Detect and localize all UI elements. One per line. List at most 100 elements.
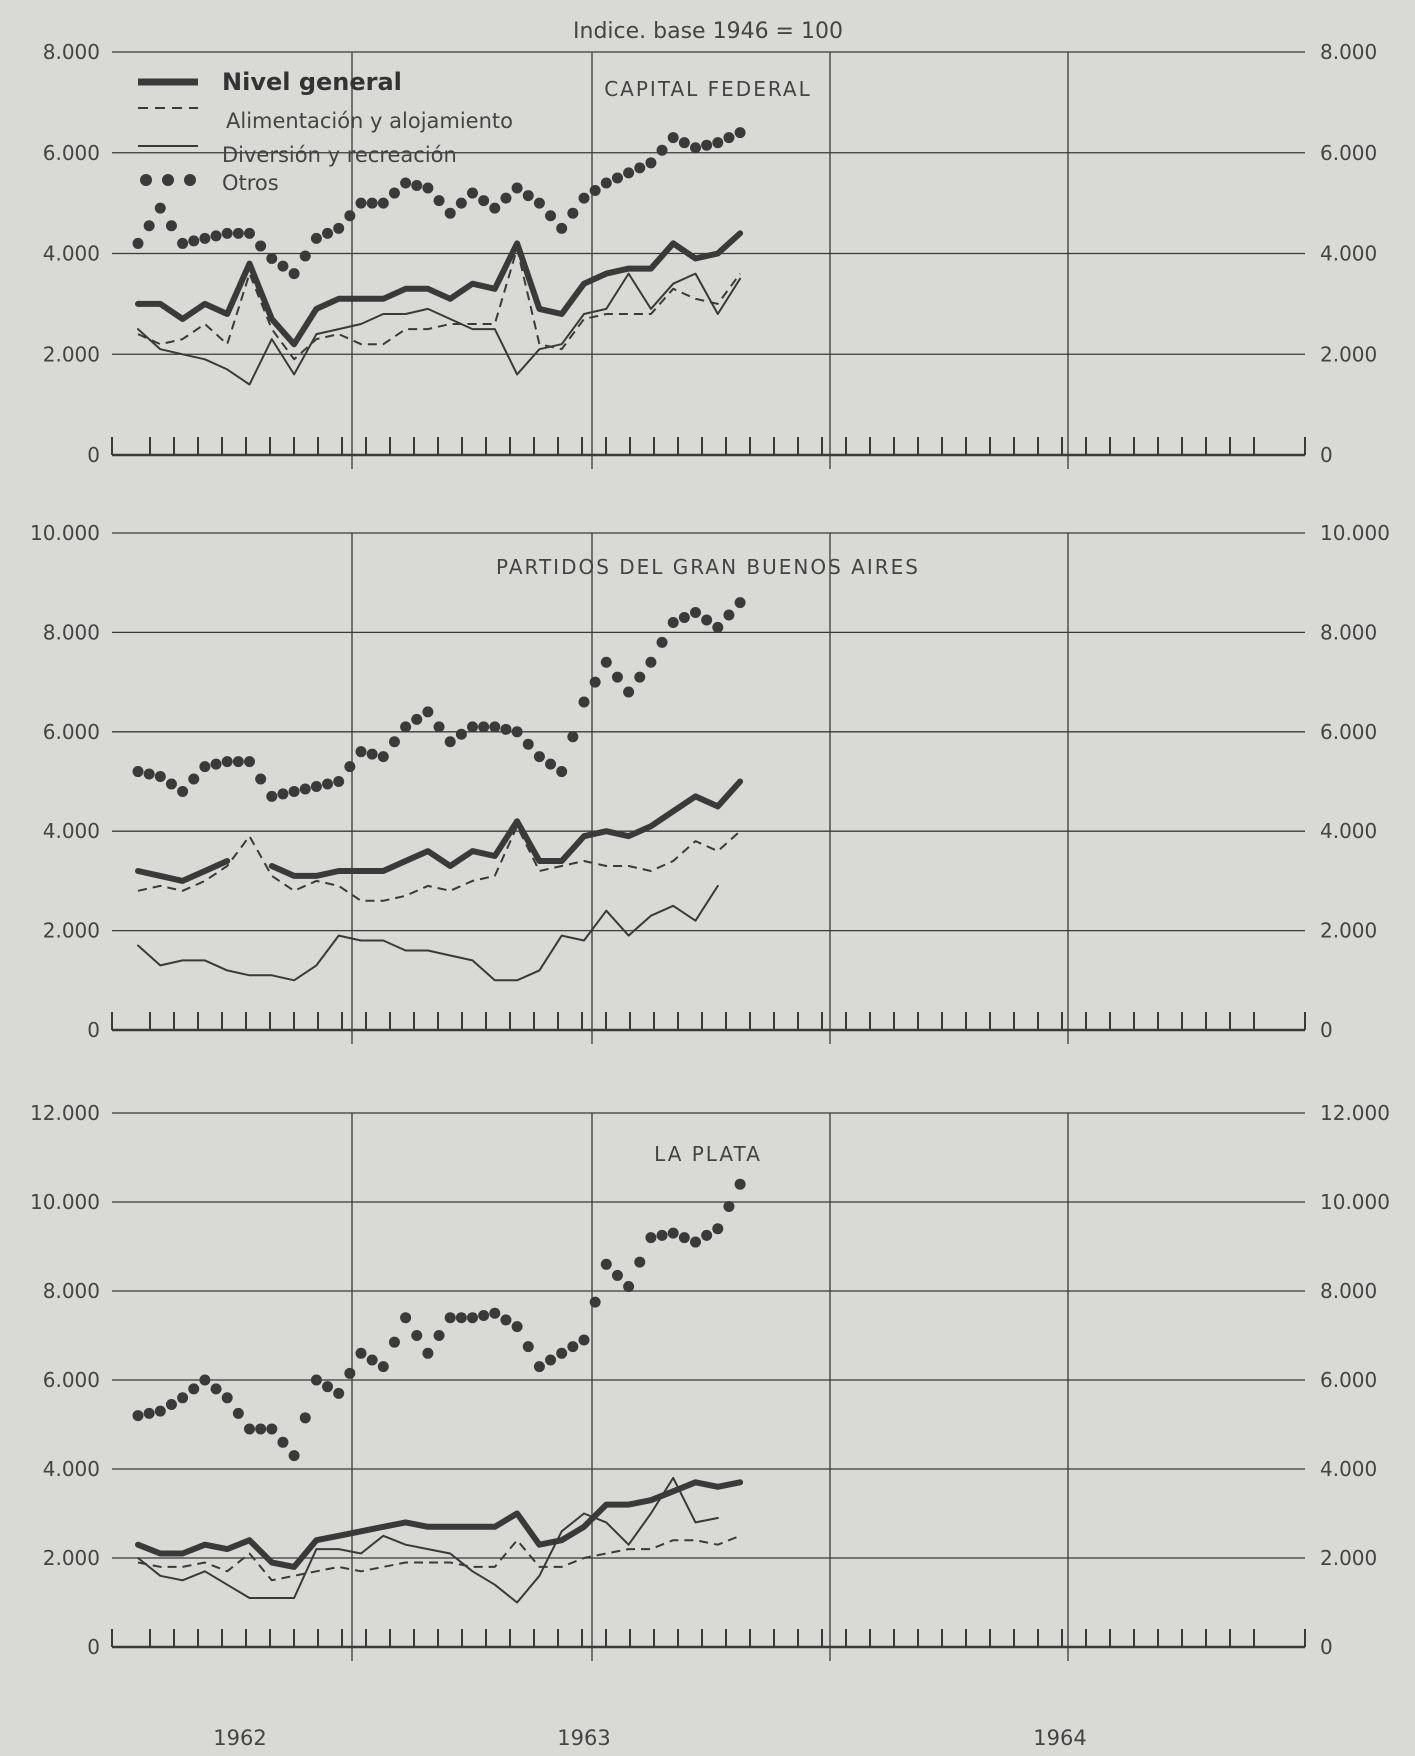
data-point-otros (634, 1256, 646, 1268)
data-point-otros (734, 127, 746, 139)
data-point-otros (467, 721, 478, 733)
data-point-otros (533, 197, 545, 209)
y-tick-label-right: 2.000 (1320, 342, 1377, 366)
data-point-otros (277, 260, 289, 272)
year-label-1962: 1962 (213, 1726, 266, 1750)
data-point-otros (734, 1178, 746, 1190)
data-point-otros (188, 1383, 200, 1395)
panel-title: CAPITAL FEDERAL (604, 77, 812, 101)
data-point-otros (177, 1392, 189, 1404)
y-tick-label-left: 0 (87, 1018, 100, 1042)
data-point-otros (578, 192, 590, 204)
data-point-otros (701, 614, 713, 626)
panel-title: PARTIDOS DEL GRAN BUENOS AIRES (496, 555, 920, 579)
data-point-otros (288, 1450, 300, 1462)
data-point-otros (388, 1336, 400, 1348)
y-tick-label-left: 6.000 (43, 720, 100, 744)
data-point-otros (322, 227, 334, 239)
y-tick-label-left: 8.000 (43, 620, 100, 644)
legend-label-nivel-general: Nivel general (222, 68, 402, 96)
data-point-otros (333, 1387, 345, 1399)
data-point-otros (701, 1229, 713, 1241)
panel-title: LA PLATA (654, 1142, 762, 1166)
data-point-otros (177, 237, 189, 249)
data-point-otros (634, 162, 646, 174)
data-point-otros (634, 671, 646, 683)
data-point-otros (244, 1423, 255, 1435)
series-line-diversi-n-y-recreaci-n (137, 1476, 719, 1604)
y-tick-label-left: 12.000 (30, 1101, 100, 1125)
data-point-otros (478, 1309, 490, 1321)
y-tick-label-left: 0 (87, 1635, 100, 1659)
data-point-otros (255, 240, 267, 252)
data-point-otros (645, 157, 657, 169)
data-point-otros (522, 190, 534, 202)
data-point-otros (377, 197, 389, 209)
series-line-diversi-n-y-recreaci-n (137, 884, 719, 982)
legend: Nivel general Alimentación y alojamiento… (138, 68, 513, 195)
data-point-otros (132, 1410, 144, 1422)
y-tick-label-right: 10.000 (1320, 521, 1390, 545)
data-point-otros (366, 197, 378, 209)
data-point-otros (433, 195, 445, 207)
data-point-otros (511, 726, 523, 738)
data-point-otros (132, 237, 144, 249)
series-line-nivel-general (135, 1479, 744, 1570)
data-point-otros (177, 785, 189, 797)
data-point-otros (678, 1232, 690, 1244)
data-point-otros (132, 766, 144, 778)
y-tick-label-right: 4.000 (1320, 819, 1377, 843)
data-point-otros (277, 788, 289, 800)
data-point-otros (500, 1314, 512, 1326)
data-point-otros (143, 220, 155, 232)
data-point-otros (478, 195, 490, 207)
data-point-otros (411, 179, 423, 191)
data-point-otros (567, 1341, 579, 1353)
data-point-otros (366, 1354, 378, 1366)
data-point-otros (533, 751, 545, 763)
data-point-otros (322, 778, 334, 790)
data-point-otros (623, 167, 635, 179)
data-point-otros (455, 728, 467, 740)
data-point-otros (589, 676, 601, 688)
data-point-otros (623, 1281, 635, 1293)
data-point-otros (355, 1347, 367, 1359)
data-point-otros (377, 751, 389, 763)
y-tick-label-right: 4.000 (1320, 1457, 1377, 1481)
data-point-otros (288, 785, 300, 797)
data-point-otros (310, 780, 322, 792)
data-point-otros (511, 182, 523, 194)
y-tick-label-right: 12.000 (1320, 1101, 1390, 1125)
data-point-otros (221, 1392, 233, 1404)
y-tick-label-left: 4.000 (43, 819, 100, 843)
data-point-otros (623, 686, 635, 698)
y-tick-label-right: 2.000 (1320, 1546, 1377, 1570)
data-point-otros (143, 768, 155, 780)
data-point-otros (600, 177, 612, 189)
data-point-otros (165, 1398, 177, 1410)
data-point-otros (154, 1405, 166, 1417)
data-point-otros (355, 746, 367, 758)
data-point-otros (600, 1258, 612, 1270)
y-tick-label-left: 10.000 (30, 521, 100, 545)
data-point-otros (199, 232, 211, 244)
data-point-otros (511, 1321, 523, 1333)
data-point-otros (310, 232, 322, 244)
data-point-otros (444, 1312, 456, 1324)
y-tick-label-right: 0 (1320, 1635, 1333, 1659)
data-point-otros (210, 1383, 222, 1395)
data-point-otros (288, 268, 300, 280)
data-point-otros (299, 250, 311, 262)
y-tick-label-right: 6.000 (1320, 1368, 1377, 1392)
y-tick-label-right: 0 (1320, 443, 1333, 467)
data-point-otros (578, 696, 590, 708)
series-line-alimentaci-n-y-alojamiento (137, 1534, 741, 1582)
data-point-otros (556, 766, 568, 778)
data-point-otros (556, 222, 568, 234)
legend-label-diversion: Diversión y recreación (222, 143, 457, 167)
data-point-otros (377, 1361, 389, 1373)
data-point-otros (467, 1312, 478, 1324)
data-point-otros (645, 1232, 657, 1244)
data-point-otros (188, 773, 200, 785)
y-tick-label-left: 2.000 (43, 342, 100, 366)
